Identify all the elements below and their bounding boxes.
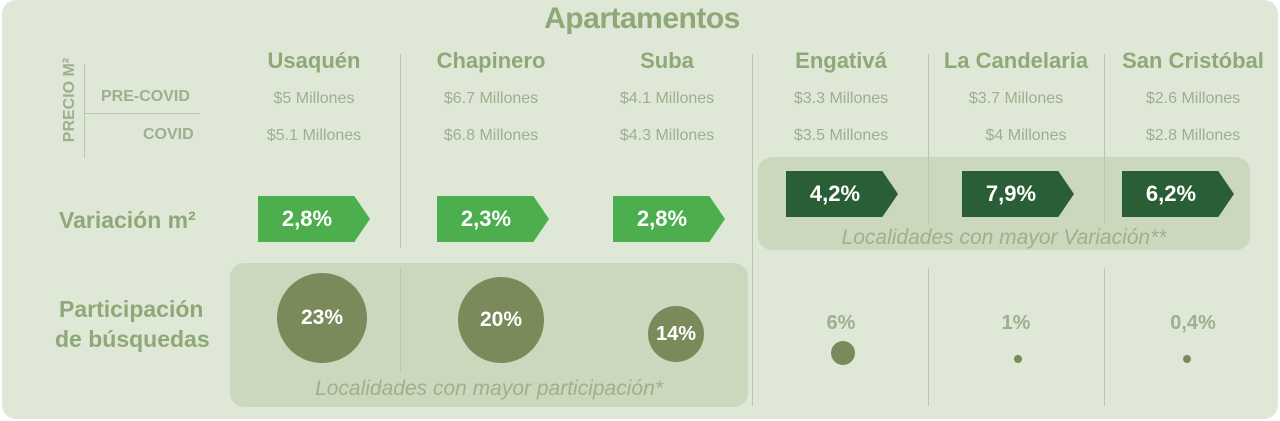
divider — [752, 54, 753, 406]
pre-covid-price: $5 Millones — [273, 90, 355, 107]
variacion-tag: 6,2% — [1122, 171, 1234, 217]
variacion-tag: 2,8% — [258, 196, 370, 242]
divider — [400, 268, 401, 372]
divider — [928, 268, 929, 406]
side-bracket-line — [84, 64, 85, 158]
pre-covid-price: $2.6 Millones — [1145, 90, 1241, 107]
covid-price: $4 Millones — [985, 127, 1067, 144]
participacion-value: 0,4% — [1170, 312, 1216, 334]
participacion-value: 6% — [826, 312, 856, 334]
side-bracket-line — [84, 113, 200, 114]
divider — [400, 54, 401, 248]
covid-price: $5.1 Millones — [266, 127, 362, 144]
covid-price: $2.8 Millones — [1145, 127, 1241, 144]
covid-price: $3.5 Millones — [793, 127, 889, 144]
localidad-name: San Cristóbal — [1122, 48, 1264, 73]
participacion-row-label: Participación — [59, 296, 204, 322]
participacion-row-label: de búsquedas — [55, 326, 210, 352]
participacion-bubble: 20% — [458, 277, 544, 363]
covid-price: $6.8 Millones — [443, 127, 539, 144]
participacion-dot — [1183, 355, 1191, 363]
mayor-participacion-label: Localidades con mayor participación* — [315, 377, 663, 400]
participacion-bubble: 23% — [277, 273, 367, 363]
localidad-name: Engativá — [795, 48, 887, 73]
variacion-tag: 2,8% — [613, 196, 725, 242]
participacion-dot — [831, 341, 855, 365]
covid-price: $4.3 Millones — [619, 127, 715, 144]
divider — [928, 54, 929, 224]
divider — [1104, 268, 1105, 406]
pre-covid-price: $6.7 Millones — [443, 90, 539, 107]
variacion-tag: 2,3% — [437, 196, 549, 242]
participacion-bubble: 14% — [648, 306, 704, 362]
page-title: Apartamentos — [544, 2, 740, 35]
localidad-name: La Candelaria — [943, 48, 1089, 73]
pre-covid-price: $3.3 Millones — [793, 90, 889, 107]
variacion-tag: 7,9% — [962, 171, 1074, 217]
pre-covid-label: PRE-COVID — [101, 88, 190, 105]
participacion-value: 1% — [1001, 312, 1031, 334]
participacion-dot — [1014, 355, 1022, 363]
pre-covid-price: $3.7 Millones — [968, 90, 1064, 107]
covid-label: COVID — [143, 126, 194, 143]
localidad-name: Suba — [640, 48, 694, 73]
variacion-row-label: Variación m² — [59, 207, 196, 233]
variacion-tag: 4,2% — [786, 171, 898, 217]
precio-m2-vertical-label: PRECIO M² — [61, 57, 78, 143]
localidad-name: Usaquén — [267, 48, 361, 73]
localidad-name: Chapinero — [436, 48, 546, 73]
mayor-variacion-label: Localidades con mayor Variación** — [841, 226, 1167, 249]
pre-covid-price: $4.1 Millones — [619, 90, 715, 107]
divider — [1104, 54, 1105, 224]
